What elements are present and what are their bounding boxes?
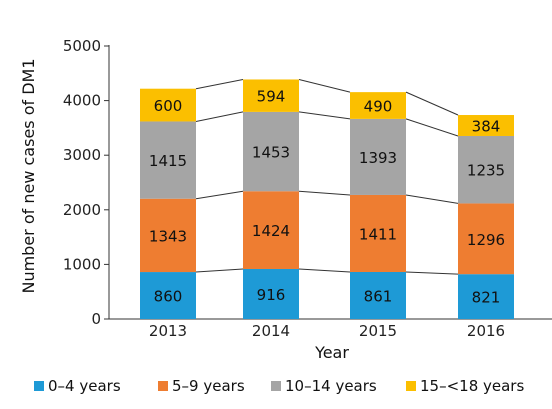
x-tick-label: 2015 — [359, 322, 397, 340]
bar-segment — [140, 272, 196, 319]
y-tick-label: 4000 — [63, 92, 101, 110]
y-tick-label: 0 — [91, 310, 101, 328]
legend: 0–4 years 5–9 years 10–14 years 15–<18 year… — [34, 377, 524, 395]
connector-line — [298, 190, 351, 196]
bar-segment — [140, 88, 196, 122]
data-label: 1453 — [252, 144, 290, 162]
bar-segment — [458, 115, 514, 136]
connector-line — [195, 268, 244, 273]
x-tick-label: 2016 — [467, 322, 505, 340]
y-tick-label: 3000 — [63, 146, 101, 164]
connector-line — [298, 268, 351, 273]
bar-segment — [350, 271, 406, 319]
data-label: 861 — [364, 287, 393, 305]
legend-swatch — [158, 381, 168, 391]
legend-label: 5–9 years — [172, 377, 245, 395]
y-axis-title: Number of new cases of DM1 — [19, 58, 38, 293]
legend-label: 10–14 years — [285, 377, 377, 395]
bar-segment — [350, 118, 406, 195]
data-label: 1235 — [467, 162, 505, 180]
data-label: 1415 — [149, 152, 187, 170]
bar-segment — [458, 274, 514, 319]
connector-line — [405, 271, 459, 275]
y-tick-label: 5000 — [63, 37, 101, 55]
connector-line — [195, 190, 244, 200]
bars — [140, 79, 514, 319]
x-tick-label: 2013 — [149, 322, 187, 340]
data-label: 916 — [257, 286, 286, 304]
bar-segment — [458, 203, 514, 275]
bar-segment — [243, 268, 299, 319]
connector-line — [405, 91, 459, 116]
data-label: 384 — [472, 117, 501, 135]
x-axis-title: Year — [314, 343, 349, 362]
data-label: 1296 — [467, 231, 505, 249]
data-label: 600 — [154, 97, 183, 115]
data-label: 821 — [472, 289, 501, 307]
bar-segment — [140, 121, 196, 199]
x-tick-label: 2014 — [252, 322, 290, 340]
connector-line — [298, 111, 351, 120]
legend-label: 15–<18 years — [420, 377, 524, 395]
data-label: 594 — [257, 88, 286, 106]
legend-swatch — [34, 381, 44, 391]
data-label: 1343 — [149, 227, 187, 245]
legend-label: 0–4 years — [48, 377, 121, 395]
bar-segment — [243, 111, 299, 192]
bar-segment — [140, 198, 196, 273]
connector-line — [195, 111, 244, 122]
data-label: 490 — [364, 98, 393, 116]
data-label: 1424 — [252, 222, 290, 240]
bar-segment — [243, 79, 299, 112]
y-tick-label: 2000 — [63, 201, 101, 219]
bar-segment — [243, 191, 299, 269]
y-axis: 0 1000 2000 3000 4000 5000 — [63, 37, 110, 328]
y-tick-label: 1000 — [63, 255, 101, 273]
data-label: 1393 — [359, 149, 397, 167]
data-labels: 860 1343 1415 600 916 1424 1453 594 861 1411 1393 4… — [149, 88, 505, 307]
segment-connector-lines — [195, 78, 459, 275]
bar-segment — [458, 135, 514, 204]
data-label: 860 — [154, 288, 183, 306]
connector-line — [405, 194, 459, 204]
connector-line — [405, 118, 459, 137]
data-label: 1411 — [359, 225, 397, 243]
connector-line — [195, 78, 244, 90]
connector-line — [298, 78, 351, 93]
x-axis: 2013 2014 2015 2016 — [109, 318, 552, 340]
bar-segment — [350, 194, 406, 272]
legend-swatch — [406, 381, 416, 391]
legend-swatch — [271, 381, 281, 391]
bar-segment — [350, 92, 406, 119]
